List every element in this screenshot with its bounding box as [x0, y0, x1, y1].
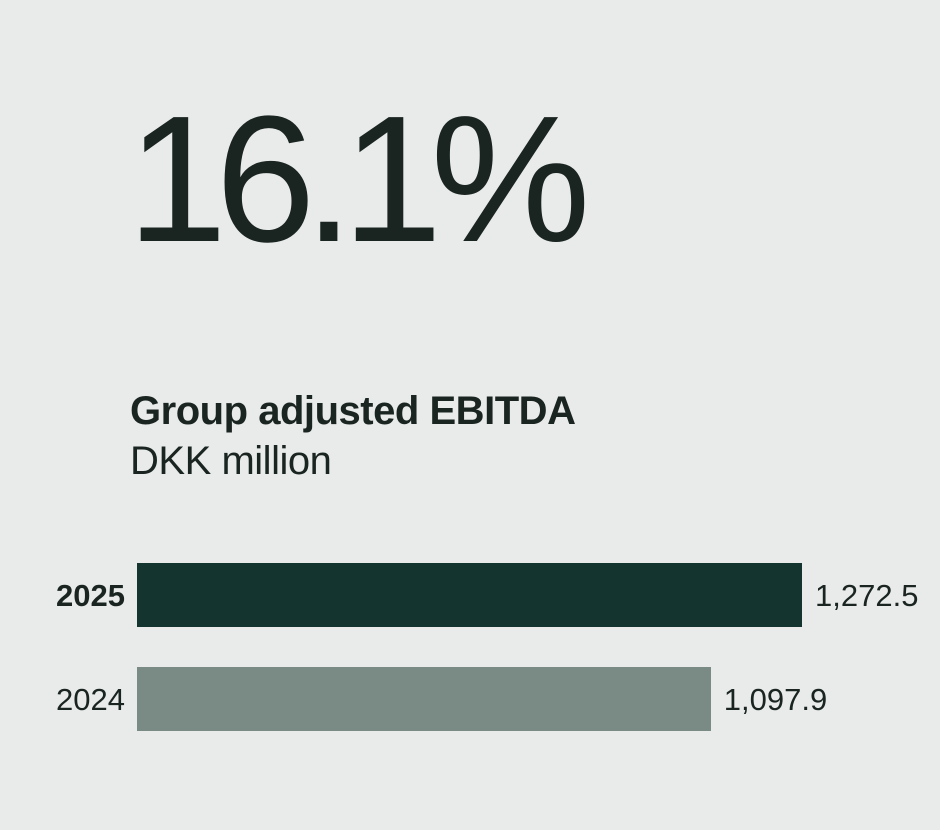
chart-unit-label: DKK million — [130, 439, 332, 483]
bar-2024 — [137, 667, 711, 731]
chart-title-block: Group adjusted EBITDA DKK million — [130, 386, 576, 486]
year-label-2024: 2024 — [56, 681, 125, 717]
bar-2025 — [137, 563, 802, 627]
value-label-2024: 1,097.9 — [723, 681, 828, 717]
bar-row-2025: 2025 1,272.5 — [0, 563, 940, 627]
headline-percentage: 16.1% — [127, 79, 591, 280]
year-label-2025: 2025 — [56, 577, 125, 613]
bar-row-2024: 2024 1,097.9 — [0, 667, 940, 731]
chart-title: Group adjusted EBITDA — [130, 389, 576, 433]
value-label-2025: 1,272.5 — [815, 577, 919, 613]
